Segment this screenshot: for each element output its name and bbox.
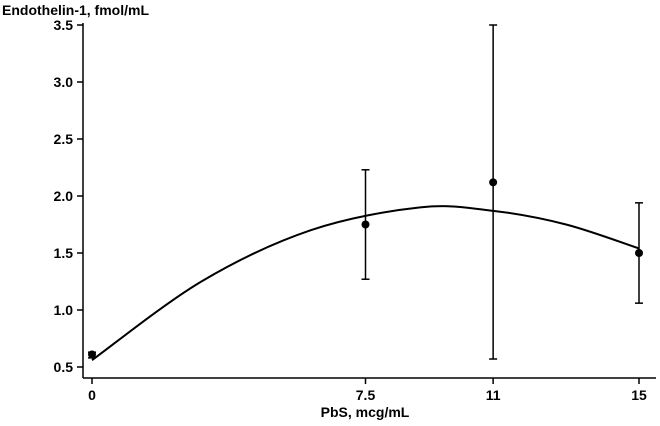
fit-curve: [91, 205, 640, 361]
y-tick-label: 2.5: [54, 131, 74, 147]
data-point-group: [88, 350, 96, 359]
axes: [82, 23, 656, 379]
y-tick-label: 1.0: [54, 302, 74, 318]
x-tick-label: 0: [88, 387, 96, 403]
y-tick-label: 3.0: [54, 74, 74, 90]
data-points: [88, 24, 643, 360]
y-tick-label: 3.5: [54, 17, 74, 33]
x-tick-label: 11: [486, 387, 501, 403]
data-point: [489, 178, 498, 187]
data-point: [361, 220, 370, 229]
data-point: [88, 350, 96, 359]
x-tick-label: 7.5: [356, 387, 376, 403]
x-axis-title: PbS, mcg/mL: [321, 404, 410, 420]
data-point: [635, 249, 643, 257]
x-ticks: 0 7.5 11 15: [88, 378, 647, 403]
data-point-group: [635, 202, 643, 304]
x-tick-label: 15: [631, 387, 647, 403]
y-tick-label: 2.0: [54, 188, 74, 204]
y-ticks: 0.5 1.0 1.5 2.0 2.5 3.0 3.5: [54, 17, 83, 375]
y-tick-label: 1.5: [54, 245, 74, 261]
data-point-group: [489, 24, 498, 360]
data-point-group: [361, 169, 370, 280]
y-axis-title: Endothelin-1, fmol/mL: [2, 2, 149, 18]
y-tick-label: 0.5: [54, 359, 74, 375]
